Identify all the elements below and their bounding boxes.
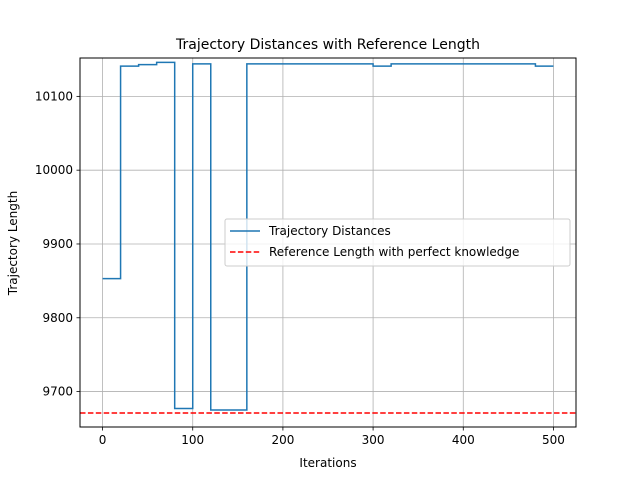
y-tick-label: 10000: [35, 163, 73, 177]
x-tick-label: 500: [542, 433, 565, 447]
y-tick-label: 9800: [42, 311, 73, 325]
legend: Trajectory Distances Reference Length wi…: [224, 218, 571, 267]
x-tick-label: 0: [99, 433, 107, 447]
legend-box: [224, 218, 571, 267]
x-axis-label: Iterations: [299, 456, 356, 470]
y-tick-label: 9700: [42, 385, 73, 399]
axis-ticks: 0 100 200 300 400 500 9700 9800 9900 10000 10100: [35, 89, 565, 447]
series-line-trajectory-distances: [102, 61, 554, 411]
chart-title: Trajectory Distances with Reference Leng…: [175, 37, 480, 53]
plot-series: [80, 61, 576, 414]
x-tick-label: 300: [362, 433, 385, 447]
x-tick-label: 100: [181, 433, 204, 447]
legend-label-reference: Reference Length with perfect knowledge: [269, 245, 519, 259]
y-tick-label: 9900: [42, 237, 73, 251]
plot-area-frame: [79, 57, 577, 428]
legend-label-trajectory: Trajectory Distances: [268, 224, 391, 238]
x-tick-label: 200: [271, 433, 294, 447]
y-tick-label: 10100: [35, 89, 73, 103]
x-tick-label: 400: [452, 433, 475, 447]
y-axis-label: Trajectory Length: [6, 191, 20, 296]
